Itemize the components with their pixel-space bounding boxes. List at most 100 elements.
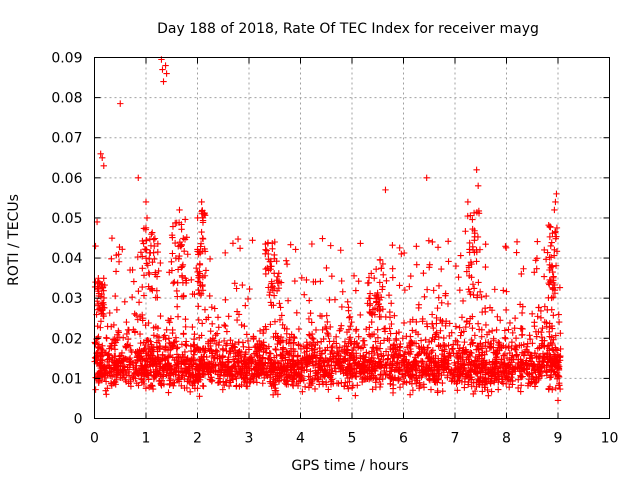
data-point (193, 264, 200, 272)
data-point (142, 350, 150, 357)
y-tick-label: 0.06 (51, 171, 82, 187)
data-point (462, 366, 470, 374)
data-point (198, 198, 205, 206)
data-point (225, 313, 232, 320)
data-point (308, 319, 315, 326)
data-point (482, 371, 489, 378)
data-point (442, 322, 449, 330)
data-point (331, 296, 339, 303)
data-point (309, 335, 317, 343)
data-point (272, 345, 279, 353)
data-point (482, 263, 489, 271)
data-point (173, 345, 180, 352)
data-point (533, 265, 540, 272)
data-point (154, 240, 162, 247)
data-point (378, 362, 385, 370)
data-point (386, 325, 393, 332)
data-point (523, 365, 530, 373)
data-point (395, 368, 402, 375)
data-point (99, 154, 106, 161)
data-point (115, 258, 123, 265)
data-point (377, 371, 385, 379)
data-point (535, 366, 542, 374)
data-point (146, 255, 153, 263)
data-point (122, 342, 129, 350)
data-point (432, 333, 439, 340)
data-point (116, 243, 123, 251)
data-point (498, 372, 505, 380)
data-point (272, 363, 279, 370)
data-point (117, 355, 125, 362)
data-point (438, 265, 445, 273)
data-point (473, 383, 480, 390)
data-point (235, 351, 242, 359)
data-point (471, 227, 478, 234)
data-point (395, 376, 403, 383)
x-tick-label: 10 (601, 431, 619, 447)
data-point (466, 351, 473, 358)
data-point (428, 337, 435, 345)
data-point (406, 283, 413, 290)
data-point (111, 346, 119, 353)
data-point (307, 368, 314, 375)
data-point (149, 382, 156, 390)
data-point (94, 348, 101, 356)
data-point (423, 286, 431, 293)
data-point (361, 341, 368, 349)
data-point (512, 346, 520, 354)
data-point (491, 286, 498, 293)
data-point (321, 346, 329, 354)
data-point (274, 279, 281, 287)
data-point (395, 377, 402, 384)
data-point (501, 334, 509, 341)
data-point (531, 269, 538, 276)
data-point (505, 326, 512, 333)
data-point (250, 373, 257, 380)
data-point (96, 370, 103, 378)
data-point (214, 379, 222, 387)
data-point (233, 358, 241, 365)
data-point (476, 326, 483, 333)
data-point (478, 308, 486, 316)
data-point (374, 305, 381, 313)
data-point (301, 291, 308, 298)
data-point (171, 239, 179, 247)
data-point (409, 363, 417, 371)
data-point (275, 378, 283, 385)
data-point (459, 353, 466, 361)
data-point (473, 166, 480, 174)
data-point (343, 328, 351, 336)
data-point (186, 378, 193, 385)
data-point (386, 372, 394, 379)
data-point (352, 287, 360, 294)
data-point (167, 375, 174, 383)
data-point (332, 333, 340, 341)
data-point (172, 361, 179, 369)
data-point (281, 380, 289, 387)
data-point (535, 304, 542, 311)
data-point (376, 345, 384, 352)
data-point (419, 315, 426, 323)
data-point (555, 372, 562, 380)
data-point (454, 376, 461, 384)
data-point (555, 365, 563, 372)
data-point (376, 256, 384, 263)
data-point (144, 358, 151, 365)
data-point (490, 337, 497, 344)
data-point (368, 348, 375, 355)
data-point (325, 386, 332, 393)
data-point (170, 382, 177, 389)
data-point (108, 367, 115, 375)
data-point (227, 371, 235, 379)
data-point (303, 366, 310, 373)
data-point (196, 279, 204, 286)
data-point (413, 372, 420, 380)
data-point (282, 357, 289, 364)
data-point (208, 320, 216, 327)
y-tick-label: 0 (74, 412, 83, 428)
data-point (113, 306, 121, 314)
data-point (95, 275, 102, 282)
data-point (408, 371, 416, 378)
data-point (270, 270, 278, 277)
data-point (379, 375, 386, 383)
